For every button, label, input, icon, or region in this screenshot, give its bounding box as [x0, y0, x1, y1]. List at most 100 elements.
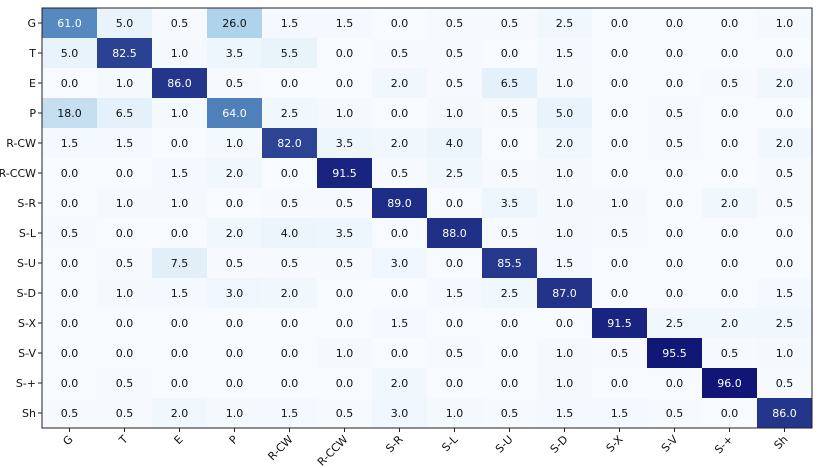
- heatmap-cell: [372, 98, 427, 128]
- y-tick-label: T: [28, 47, 36, 60]
- cell-value-label: 0.0: [171, 137, 189, 150]
- cell-value-label: 0.5: [281, 197, 299, 210]
- heatmap-cell: [647, 68, 702, 98]
- heatmap-cell: [427, 8, 482, 38]
- heatmap-cell: [97, 308, 152, 338]
- heatmap-cell: [317, 308, 372, 338]
- heatmap-cell: [262, 8, 317, 38]
- heatmap-cell: [262, 248, 317, 278]
- heatmap-cell: [537, 308, 592, 338]
- heatmap-cell: [207, 188, 262, 218]
- cell-value-label: 1.0: [556, 227, 574, 240]
- heatmap-cell: [482, 38, 537, 68]
- heatmap-cell: [702, 308, 757, 338]
- cell-value-label: 0.0: [666, 17, 684, 30]
- cell-value-label: 0.0: [721, 47, 739, 60]
- cell-value-label: 2.5: [501, 287, 519, 300]
- cell-value-label: 0.0: [391, 347, 409, 360]
- cell-value-label: 0.5: [336, 407, 354, 420]
- y-tick-label: G: [27, 17, 36, 30]
- heatmap-cell: [152, 308, 207, 338]
- heatmap-cell: [152, 188, 207, 218]
- cell-value-label: 95.5: [662, 347, 687, 360]
- heatmap-cell: [647, 218, 702, 248]
- heatmap-cell: [427, 368, 482, 398]
- cell-value-label: 89.0: [387, 197, 412, 210]
- cell-value-label: 0.0: [226, 347, 244, 360]
- cell-value-label: 0.5: [116, 257, 134, 270]
- cell-value-label: 0.0: [611, 257, 629, 270]
- cell-value-label: 87.0: [552, 287, 577, 300]
- heatmap-cell: [482, 338, 537, 368]
- y-tick-label: S-X: [18, 317, 36, 330]
- heatmap-cell: [317, 248, 372, 278]
- heatmap-cell: [207, 248, 262, 278]
- heatmap-cell: [372, 248, 427, 278]
- cell-value-label: 0.0: [446, 197, 464, 210]
- cell-value-label: 0.0: [501, 347, 519, 360]
- cell-value-label: 3.5: [336, 227, 354, 240]
- heatmap-cell: [317, 38, 372, 68]
- cell-value-label: 85.5: [497, 257, 522, 270]
- heatmap-cell: [97, 218, 152, 248]
- heatmap-cell: [427, 218, 482, 248]
- heatmap-cell: [207, 338, 262, 368]
- cell-value-label: 0.0: [666, 197, 684, 210]
- heatmap-cell: [427, 38, 482, 68]
- heatmap-cell: [482, 308, 537, 338]
- x-tick-label: R-CW: [265, 433, 295, 463]
- heatmap-cell: [372, 218, 427, 248]
- x-tick-label: G: [60, 433, 75, 448]
- heatmap-cell: [427, 68, 482, 98]
- x-tick-label: S-X: [604, 433, 626, 455]
- heatmap-cell: [372, 68, 427, 98]
- heatmap-cell: [262, 338, 317, 368]
- cell-value-label: 0.0: [61, 167, 79, 180]
- cell-value-label: 2.0: [281, 287, 299, 300]
- cell-value-label: 0.0: [666, 287, 684, 300]
- heatmap-cell: [152, 368, 207, 398]
- heatmap-cell: [757, 248, 812, 278]
- cell-value-label: 0.0: [171, 347, 189, 360]
- heatmap-cell: [317, 158, 372, 188]
- heatmap-cell: [482, 8, 537, 38]
- heatmap-cell: [372, 128, 427, 158]
- heatmap-cell: [427, 158, 482, 188]
- heatmap-cell: [757, 158, 812, 188]
- cell-value-label: 3.0: [226, 287, 244, 300]
- heatmap-cell: [702, 338, 757, 368]
- heatmap-cell: [262, 218, 317, 248]
- cell-value-label: 0.0: [611, 17, 629, 30]
- heatmap-cell: [592, 308, 647, 338]
- cell-value-label: 2.0: [721, 197, 739, 210]
- heatmap-cell: [207, 398, 262, 428]
- cell-value-label: 5.5: [281, 47, 299, 60]
- heatmap-cell: [537, 98, 592, 128]
- heatmap-cell: [372, 308, 427, 338]
- heatmap-cell: [482, 248, 537, 278]
- heatmap-cell: [537, 158, 592, 188]
- heatmap-cell: [592, 38, 647, 68]
- cell-value-label: 0.0: [501, 317, 519, 330]
- heatmap-cell: [427, 248, 482, 278]
- cell-value-label: 0.5: [501, 167, 519, 180]
- cell-value-label: 0.0: [611, 287, 629, 300]
- cell-value-label: 1.0: [556, 77, 574, 90]
- heatmap-cell: [262, 278, 317, 308]
- heatmap-cell: [262, 98, 317, 128]
- cell-value-label: 0.0: [666, 227, 684, 240]
- y-tick-label: Sh: [22, 407, 36, 420]
- cell-value-label: 0.5: [721, 77, 739, 90]
- cell-value-label: 0.0: [391, 287, 409, 300]
- heatmap-cell: [592, 128, 647, 158]
- cell-value-label: 1.0: [226, 407, 244, 420]
- cell-value-label: 2.5: [556, 17, 574, 30]
- heatmap-cell: [207, 368, 262, 398]
- heatmap-cell: [97, 188, 152, 218]
- cell-value-label: 96.0: [717, 377, 742, 390]
- cell-value-label: 0.0: [391, 227, 409, 240]
- heatmap-cell: [317, 368, 372, 398]
- y-tick-label: R-CW: [6, 137, 36, 150]
- heatmap-cell: [537, 278, 592, 308]
- cell-value-label: 86.0: [772, 407, 797, 420]
